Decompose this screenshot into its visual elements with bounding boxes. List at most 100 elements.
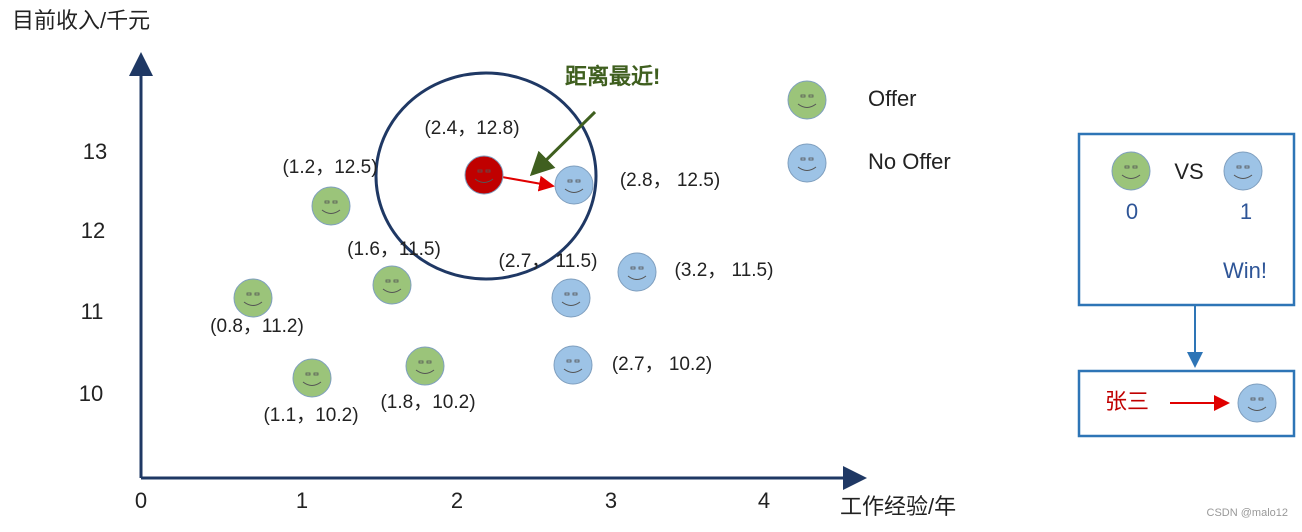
mouth bbox=[382, 288, 402, 293]
eye bbox=[418, 360, 424, 364]
mouth bbox=[564, 188, 584, 193]
eye bbox=[246, 292, 252, 296]
x-tick-label: 3 bbox=[605, 488, 617, 513]
annotation: 距离最近! bbox=[565, 64, 660, 89]
face bbox=[554, 165, 594, 205]
watermark: CSDN @malo12 bbox=[1207, 507, 1288, 519]
mouth bbox=[321, 209, 341, 214]
eye bbox=[808, 157, 814, 161]
x-tick-label: 0 bbox=[135, 488, 147, 513]
point bbox=[405, 346, 445, 386]
point bbox=[551, 278, 591, 318]
face bbox=[551, 278, 591, 318]
mouth bbox=[1121, 174, 1141, 179]
mouth bbox=[797, 166, 817, 171]
mouth bbox=[415, 369, 435, 374]
legend-label: No Offer bbox=[868, 149, 951, 174]
neighbor-circle bbox=[374, 71, 598, 281]
point-label: (2.8， 12.5) bbox=[620, 170, 720, 191]
point bbox=[372, 265, 412, 305]
face bbox=[1223, 151, 1263, 191]
face bbox=[292, 358, 332, 398]
eye bbox=[574, 359, 580, 363]
eye bbox=[566, 359, 572, 363]
eye bbox=[800, 157, 806, 161]
eye bbox=[305, 372, 311, 376]
point bbox=[554, 165, 594, 205]
mouth bbox=[302, 381, 322, 386]
face bbox=[405, 346, 445, 386]
x-tick-label: 2 bbox=[451, 488, 463, 513]
y-tick-label: 13 bbox=[83, 139, 107, 164]
eye bbox=[324, 200, 330, 204]
eye bbox=[575, 179, 581, 183]
x-tick-label: 4 bbox=[758, 488, 770, 513]
eye bbox=[1244, 165, 1250, 169]
face bbox=[372, 265, 412, 305]
mouth bbox=[1233, 174, 1253, 179]
face bbox=[1111, 151, 1151, 191]
eye bbox=[393, 279, 399, 283]
result-box bbox=[1077, 369, 1296, 438]
eye bbox=[808, 94, 814, 98]
point bbox=[233, 278, 273, 318]
face bbox=[464, 155, 504, 195]
legend-marker bbox=[787, 143, 827, 183]
mouth bbox=[797, 103, 817, 108]
point-label: (2.7， 11.5) bbox=[499, 251, 598, 272]
point-label: (1.6，11.5) bbox=[347, 239, 441, 260]
eye bbox=[1250, 397, 1256, 401]
left-count: 0 bbox=[1126, 199, 1138, 224]
right-count: 1 bbox=[1240, 199, 1252, 224]
eye bbox=[1132, 165, 1138, 169]
y-tick-label: 11 bbox=[81, 299, 104, 324]
point-label: (0.8，11.2) bbox=[210, 316, 304, 337]
eye bbox=[638, 266, 644, 270]
mouth bbox=[243, 301, 263, 306]
point-label: (2.7， 10.2) bbox=[612, 354, 712, 375]
point bbox=[464, 155, 504, 195]
face bbox=[553, 345, 593, 385]
result-text: Win! bbox=[1223, 258, 1267, 283]
vote-right-face bbox=[1223, 151, 1263, 191]
face bbox=[233, 278, 273, 318]
point-label: (1.2，12.5) bbox=[282, 157, 377, 178]
eye bbox=[313, 372, 319, 376]
legend-marker bbox=[787, 80, 827, 120]
result-face bbox=[1237, 383, 1277, 423]
point bbox=[311, 186, 351, 226]
mouth bbox=[474, 178, 494, 183]
point-label: (1.1，10.2) bbox=[263, 405, 358, 426]
point bbox=[553, 345, 593, 385]
eye bbox=[630, 266, 636, 270]
eye bbox=[485, 169, 491, 173]
annotation-arrow bbox=[529, 110, 597, 177]
eye bbox=[567, 179, 573, 183]
vs-text: VS bbox=[1174, 159, 1203, 184]
point-label: (1.8，10.2) bbox=[380, 392, 475, 413]
person-name: 张三 bbox=[1105, 389, 1149, 414]
mouth bbox=[627, 275, 647, 280]
face bbox=[787, 80, 827, 120]
x-axis-label: 工作经验/年 bbox=[840, 494, 956, 519]
eye bbox=[1236, 165, 1242, 169]
eye bbox=[564, 292, 570, 296]
eye bbox=[332, 200, 338, 204]
eye bbox=[385, 279, 391, 283]
eye bbox=[477, 169, 483, 173]
point-label: (2.4，12.8) bbox=[424, 118, 519, 139]
y-tick-label: 10 bbox=[79, 381, 103, 406]
face bbox=[787, 143, 827, 183]
eye bbox=[1124, 165, 1130, 169]
eye bbox=[572, 292, 578, 296]
mouth bbox=[563, 368, 583, 373]
nearest-arrow bbox=[501, 175, 555, 192]
point bbox=[292, 358, 332, 398]
x-tick-label: 1 bbox=[296, 488, 308, 513]
y-tick-label: 12 bbox=[81, 218, 105, 243]
point-label: (3.2， 11.5) bbox=[675, 260, 774, 281]
face bbox=[617, 252, 657, 292]
eye bbox=[800, 94, 806, 98]
mouth bbox=[1247, 406, 1267, 411]
